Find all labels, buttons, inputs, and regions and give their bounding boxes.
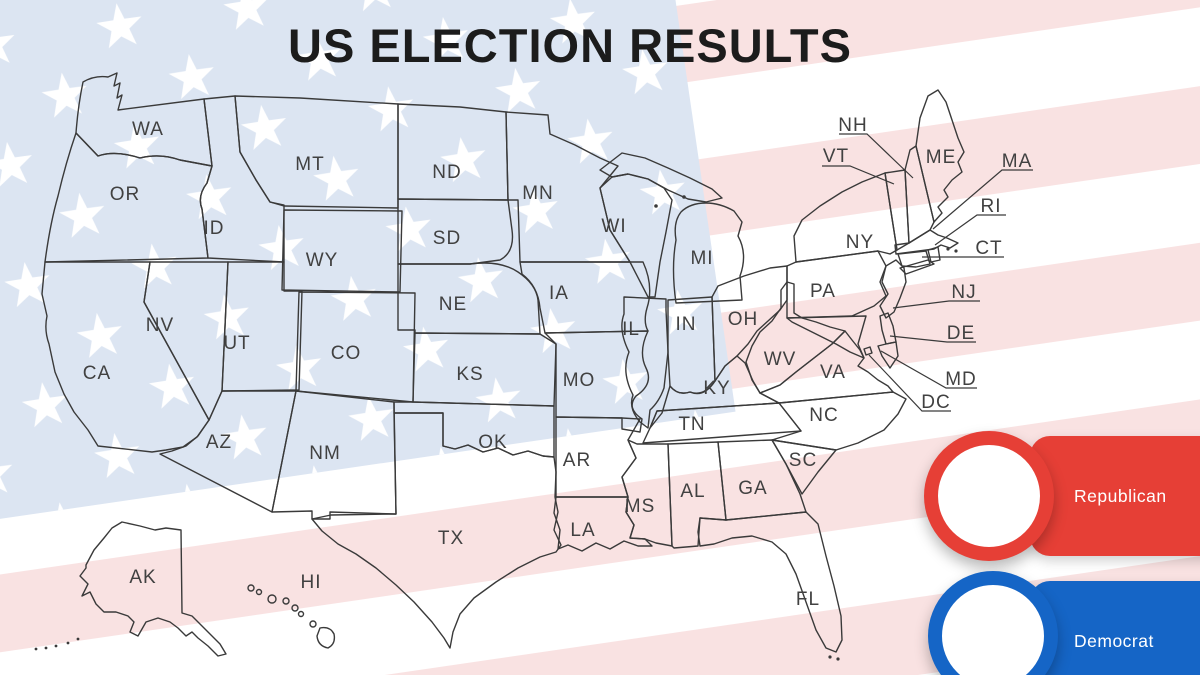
state-label-vt: VT bbox=[823, 146, 849, 167]
state-label-wy: WY bbox=[306, 250, 339, 271]
state-label-ri: RI bbox=[981, 196, 1002, 217]
state-label-co: CO bbox=[331, 343, 362, 364]
state-label-ga: GA bbox=[738, 478, 767, 499]
state-labels: WA OR CA NV ID MT WY UT CO AZ NM ND SD N… bbox=[83, 115, 1033, 610]
callout-line-ma bbox=[932, 169, 1033, 230]
state-outlines bbox=[34, 72, 965, 661]
state-label-ut: UT bbox=[223, 333, 250, 354]
state-il[interactable] bbox=[621, 296, 669, 429]
state-label-il: IL bbox=[622, 319, 640, 340]
state-label-mi: MI bbox=[690, 248, 713, 269]
state-label-mt: MT bbox=[295, 154, 324, 175]
state-label-nm: NM bbox=[309, 443, 341, 464]
state-label-md: MD bbox=[945, 369, 977, 390]
state-mt[interactable] bbox=[234, 95, 399, 209]
callout-line-dc bbox=[868, 354, 951, 412]
state-mi-lower[interactable] bbox=[672, 202, 745, 304]
state-ri[interactable] bbox=[927, 246, 941, 263]
legend-republican-label: Republican bbox=[1074, 485, 1167, 506]
callout-line-nh bbox=[839, 133, 914, 179]
state-label-de: DE bbox=[947, 323, 975, 344]
island-dots bbox=[34, 195, 958, 661]
callout-line-de bbox=[889, 335, 976, 343]
callout-line-md bbox=[880, 350, 977, 389]
flag-star-field bbox=[0, 0, 736, 602]
state-label-sd: SD bbox=[433, 228, 461, 249]
state-label-ct: CT bbox=[975, 238, 1002, 259]
state-tn[interactable] bbox=[642, 402, 802, 444]
state-label-ia: IA bbox=[549, 283, 569, 304]
state-label-oh: OH bbox=[728, 309, 759, 330]
legend-democrat[interactable]: Democrat bbox=[1030, 581, 1200, 675]
district-of-columbia[interactable] bbox=[863, 346, 873, 356]
state-label-ny: NY bbox=[846, 232, 874, 253]
state-label-pa: PA bbox=[810, 281, 836, 302]
state-tx[interactable] bbox=[311, 412, 562, 649]
state-label-sc: SC bbox=[789, 450, 817, 471]
state-label-wi: WI bbox=[601, 216, 626, 237]
republican-color-swatch bbox=[924, 431, 1054, 561]
state-label-ky: KY bbox=[703, 378, 730, 399]
callout-lines bbox=[822, 133, 1033, 412]
callout-line-vt bbox=[822, 165, 895, 185]
state-label-in: IN bbox=[676, 314, 697, 335]
state-label-tx: TX bbox=[438, 528, 464, 549]
page-title: US ELECTION RESULTS bbox=[288, 19, 852, 72]
state-pa[interactable] bbox=[786, 250, 887, 319]
state-sd[interactable] bbox=[397, 198, 514, 265]
state-mo[interactable] bbox=[544, 330, 650, 433]
state-label-az: AZ bbox=[206, 432, 232, 453]
state-me[interactable] bbox=[915, 89, 965, 223]
state-label-ne: NE bbox=[439, 294, 467, 315]
state-label-wv: WV bbox=[764, 349, 797, 370]
state-mi-upper[interactable] bbox=[599, 152, 723, 203]
state-label-ks: KS bbox=[456, 364, 483, 385]
state-label-va: VA bbox=[820, 362, 846, 383]
state-label-wa: WA bbox=[132, 119, 164, 140]
state-label-hi: HI bbox=[301, 572, 322, 593]
state-nc[interactable] bbox=[771, 391, 907, 451]
state-label-mo: MO bbox=[563, 370, 596, 391]
state-label-fl: FL bbox=[796, 589, 820, 610]
state-label-tn: TN bbox=[678, 414, 705, 435]
state-wv[interactable] bbox=[745, 281, 846, 394]
state-label-id: ID bbox=[204, 218, 225, 239]
state-label-nv: NV bbox=[146, 315, 174, 336]
state-label-me: ME bbox=[926, 147, 957, 168]
state-ky[interactable] bbox=[649, 355, 780, 429]
state-fl[interactable] bbox=[697, 511, 843, 653]
state-label-ar: AR bbox=[563, 450, 591, 471]
state-hi[interactable] bbox=[247, 584, 336, 649]
delmarva-peninsula bbox=[877, 341, 899, 369]
state-label-dc: DC bbox=[921, 392, 950, 413]
state-ma[interactable] bbox=[894, 229, 959, 255]
state-label-ma: MA bbox=[1002, 151, 1033, 172]
legend-republican[interactable]: Republican bbox=[1030, 436, 1200, 556]
state-label-ak: AK bbox=[129, 567, 156, 588]
state-label-ca: CA bbox=[83, 363, 111, 384]
callout-line-ri bbox=[934, 214, 1006, 246]
state-label-or: OR bbox=[110, 184, 141, 205]
state-label-al: AL bbox=[680, 481, 705, 502]
state-label-nd: ND bbox=[432, 162, 461, 183]
state-label-mn: MN bbox=[522, 183, 554, 204]
state-label-nc: NC bbox=[809, 405, 838, 426]
legend-democrat-label: Democrat bbox=[1074, 630, 1154, 651]
state-md[interactable] bbox=[786, 315, 867, 359]
state-label-ms: MS bbox=[625, 496, 656, 517]
state-label-nh: NH bbox=[838, 115, 867, 136]
state-ct[interactable] bbox=[897, 250, 931, 268]
state-ak[interactable] bbox=[79, 521, 227, 657]
callout-line-nj bbox=[892, 300, 980, 309]
state-label-ok: OK bbox=[478, 432, 507, 453]
state-ia[interactable] bbox=[519, 261, 651, 334]
state-wy[interactable] bbox=[281, 209, 403, 293]
state-label-nj: NJ bbox=[951, 282, 976, 303]
state-label-la: LA bbox=[570, 520, 595, 541]
